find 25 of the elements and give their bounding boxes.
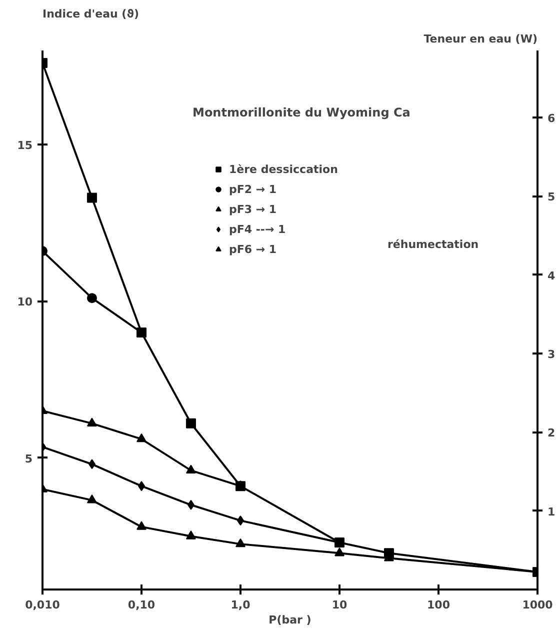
x-tick-label: 0,10: [128, 598, 156, 612]
text: Montmorillonite du Wyoming Ca: [192, 106, 410, 120]
y-tick-label: 15: [17, 139, 33, 152]
x-tick-label: 10: [332, 598, 348, 612]
y-axis-title: Indice d'eau (ϑ): [42, 8, 139, 20]
legend-label: 1ère dessiccation: [229, 162, 338, 176]
y2-tick-label: 5: [548, 190, 556, 204]
x-tick-label: 1000: [522, 598, 554, 612]
legend-label: pF2 → 1: [229, 182, 277, 196]
y-tick-label: 10: [17, 296, 33, 309]
legend-label: pF4 --→ 1: [229, 222, 286, 236]
annotation: réhumectation: [388, 238, 479, 251]
y2-tick-label: 3: [548, 348, 556, 361]
x-tick-label: 1,0: [230, 598, 251, 612]
x-tick-label: 0,010: [25, 598, 60, 612]
y2-tick-label: 2: [548, 426, 556, 440]
y2-tick-label: 4: [548, 269, 556, 282]
y-tick-label: 5: [24, 452, 32, 466]
y2-tick-label: 1: [548, 505, 556, 518]
y2-tick-label: 6: [548, 112, 556, 125]
legend-label: pF6 → 1: [229, 242, 277, 256]
legend-label: pF3 → 1: [229, 202, 277, 216]
x-tick-label: 100: [427, 598, 450, 612]
y2-axis-title: Teneur en eau (W): [424, 32, 538, 46]
x-axis-title: P(bar ): [268, 614, 312, 626]
